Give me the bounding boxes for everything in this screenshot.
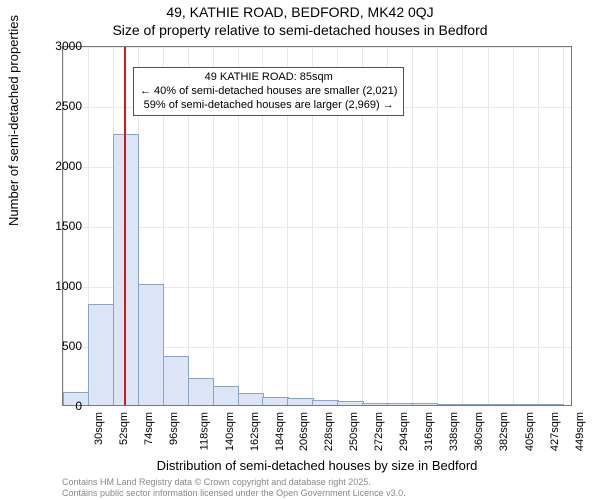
footnote: Contains HM Land Registry data © Crown c…: [62, 477, 406, 498]
histogram-bar: [213, 386, 239, 405]
x-tick-label: 360sqm: [473, 412, 485, 451]
y-axis-label: Number of semi-detached properties: [6, 15, 21, 226]
histogram-bar: [262, 397, 288, 405]
histogram-bar: [163, 356, 189, 405]
histogram-bar: [462, 404, 488, 405]
x-tick-label: 184sqm: [274, 412, 286, 451]
title-line-2: Size of property relative to semi-detach…: [0, 22, 600, 40]
y-tick-label: 0: [75, 399, 82, 413]
gridline-vertical: [437, 47, 438, 405]
x-tick-label: 294sqm: [398, 412, 410, 451]
x-tick-label: 427sqm: [549, 412, 561, 451]
chart-title: 49, KATHIE ROAD, BEDFORD, MK42 0QJ Size …: [0, 4, 600, 39]
reference-line: [124, 47, 126, 405]
annotation-line-1: 49 KATHIE ROAD: 85sqm: [140, 71, 397, 85]
x-tick-label: 118sqm: [198, 412, 210, 450]
x-tick-label: 52sqm: [118, 412, 130, 445]
histogram-bar: [238, 393, 264, 405]
title-line-1: 49, KATHIE ROAD, BEDFORD, MK42 0QJ: [0, 4, 600, 22]
histogram-bar: [362, 403, 388, 405]
x-tick-label: 206sqm: [299, 412, 311, 451]
y-tick-label: 2500: [55, 99, 82, 113]
histogram-bar: [337, 401, 363, 405]
annotation-line-3: 59% of semi-detached houses are larger (…: [140, 99, 397, 113]
x-tick-label: 74sqm: [143, 412, 155, 445]
histogram-bar: [312, 400, 338, 405]
x-tick-label: 140sqm: [224, 412, 236, 451]
histogram-bar: [138, 284, 164, 405]
plot-area: 49 KATHIE ROAD: 85sqm← 40% of semi-detac…: [62, 46, 572, 406]
annotation-line-2: ← 40% of semi-detached houses are smalle…: [140, 85, 397, 99]
gridline-horizontal: [63, 47, 571, 48]
x-tick-label: 405sqm: [524, 412, 536, 451]
x-tick-label: 96sqm: [168, 412, 180, 445]
histogram-bar: [488, 404, 514, 405]
footnote-line-1: Contains HM Land Registry data © Crown c…: [62, 477, 406, 487]
gridline-vertical: [513, 47, 514, 405]
gridline-vertical: [538, 47, 539, 405]
y-tick-label: 500: [62, 339, 82, 353]
histogram-bar: [437, 404, 463, 405]
annotation-box: 49 KATHIE ROAD: 85sqm← 40% of semi-detac…: [133, 67, 404, 116]
histogram-bar: [188, 378, 214, 405]
x-tick-label: 382sqm: [498, 412, 510, 451]
gridline-vertical: [412, 47, 413, 405]
histogram-bar: [412, 403, 438, 405]
gridline-vertical: [462, 47, 463, 405]
x-tick-label: 316sqm: [423, 412, 435, 451]
gridline-vertical: [488, 47, 489, 405]
x-tick-label: 30sqm: [93, 412, 105, 445]
x-tick-label: 338sqm: [448, 412, 460, 451]
x-tick-label: 228sqm: [324, 412, 336, 451]
gridline-vertical: [563, 47, 564, 405]
x-tick-label: 250sqm: [348, 412, 360, 451]
y-tick-label: 1500: [55, 219, 82, 233]
histogram-bar: [538, 404, 564, 405]
y-tick-label: 1000: [55, 279, 82, 293]
histogram-bar: [387, 403, 413, 405]
y-tick-label: 3000: [55, 39, 82, 53]
x-tick-label: 449sqm: [574, 412, 586, 451]
plot-container: 49 KATHIE ROAD: 85sqm← 40% of semi-detac…: [62, 46, 572, 406]
footnote-line-2: Contains public sector information licen…: [62, 488, 406, 498]
histogram-bar: [513, 404, 539, 405]
x-tick-label: 272sqm: [373, 412, 385, 451]
x-tick-label: 162sqm: [249, 412, 261, 451]
histogram-bar: [88, 304, 114, 405]
x-axis-label: Distribution of semi-detached houses by …: [62, 458, 572, 473]
y-tick-label: 2000: [55, 159, 82, 173]
histogram-bar: [287, 398, 313, 405]
